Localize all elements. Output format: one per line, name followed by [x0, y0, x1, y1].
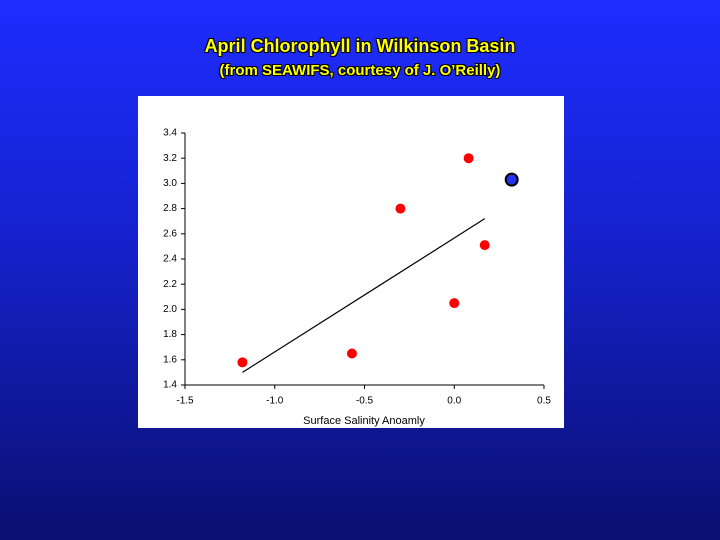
point	[237, 357, 248, 368]
point	[449, 298, 460, 309]
y-tick-label: 3.0	[163, 178, 177, 189]
point	[395, 203, 406, 214]
y-tick-label: 2.2	[163, 279, 177, 290]
point	[504, 172, 519, 187]
x-axis-label: Surface Salinity Anoamly	[303, 415, 425, 427]
chart-panel	[138, 96, 564, 428]
y-tick-label: 1.6	[163, 354, 177, 365]
chart-title: April Chlorophyll in Wilkinson Basin	[204, 36, 516, 56]
point	[479, 240, 490, 251]
point	[463, 153, 474, 164]
x-tick-label: 0.5	[537, 396, 551, 407]
fit-line	[242, 218, 486, 373]
x-tick-label: -1.0	[266, 396, 284, 407]
y-tick-label: 3.4	[163, 128, 177, 139]
y-tick-label: 3.2	[163, 153, 177, 164]
y-tick-label: 2.4	[163, 254, 177, 265]
x-tick-label: 0.0	[447, 396, 461, 407]
x-tick-label: -0.5	[356, 396, 374, 407]
chart-subtitle: (from SEAWIFS, courtesy of J. O’Reilly)	[219, 62, 501, 79]
x-tick-label: -1.5	[176, 396, 194, 407]
y-tick-label: 1.4	[163, 380, 177, 391]
y-tick-label: 1.8	[163, 329, 177, 340]
y-tick-label: 2.6	[163, 228, 177, 239]
point	[346, 348, 357, 359]
y-tick-label: 2.8	[163, 203, 177, 214]
y-tick-label: 2.0	[163, 304, 177, 315]
